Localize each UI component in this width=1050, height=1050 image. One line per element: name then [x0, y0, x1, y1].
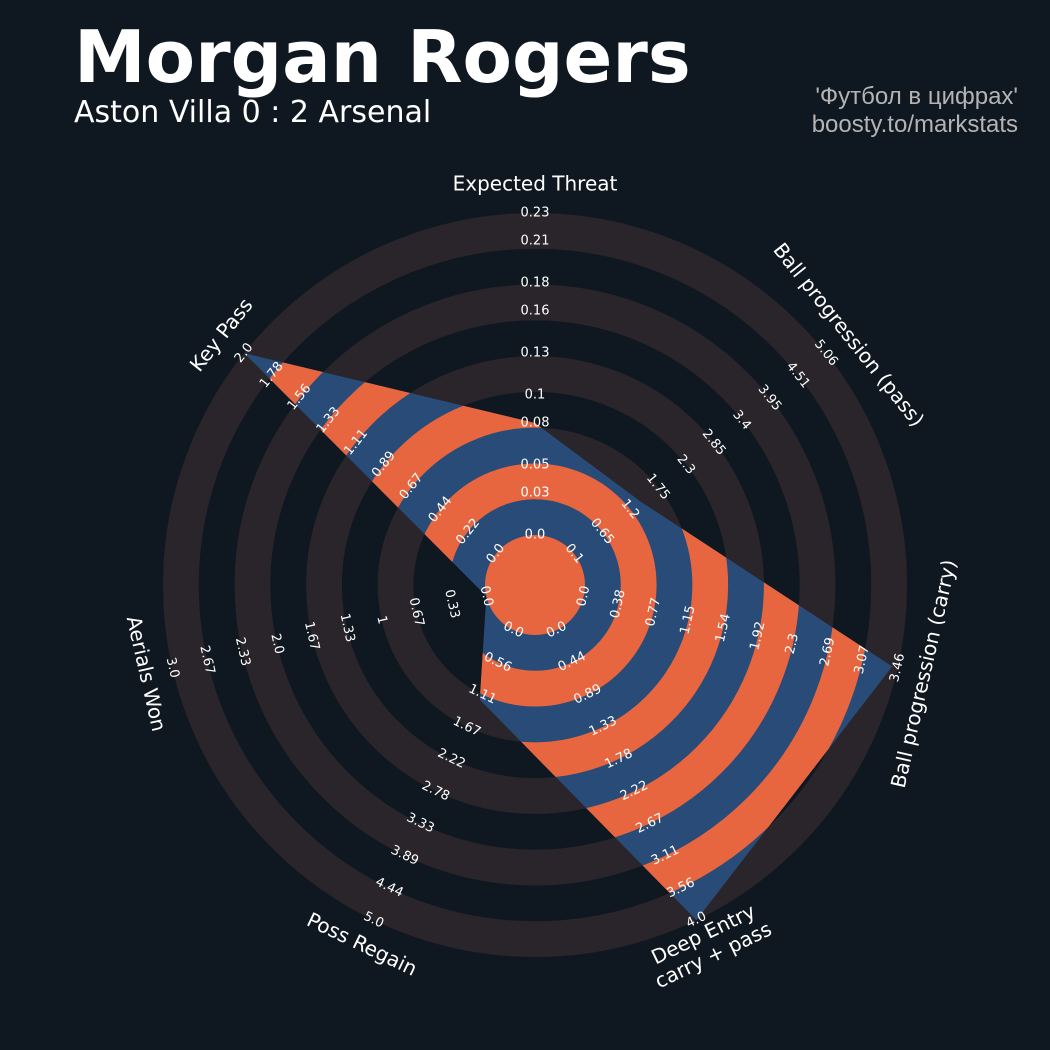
tick-label: 0.03: [521, 486, 550, 501]
tick-label: 2.3: [783, 632, 802, 656]
tick-label: 1.33: [337, 612, 358, 644]
param-label: Expected Threat: [453, 172, 618, 196]
tick-label: 0.16: [521, 304, 550, 319]
tick-label: 0.13: [521, 346, 550, 361]
tick-label: 0.33: [441, 588, 462, 620]
tick-label: 2.33: [232, 636, 253, 668]
tick-label: 2.69: [817, 636, 838, 668]
tick-label: 3.07: [852, 644, 873, 676]
tick-label: 0.38: [608, 588, 629, 620]
radar-area: [244, 353, 893, 921]
tick-label: 1.92: [747, 620, 768, 652]
tick-label: 0.0: [525, 528, 546, 543]
tick-label: 1.15: [678, 604, 699, 636]
tick-label: 0.05: [521, 458, 550, 473]
background-ring: [162, 212, 908, 958]
tick-label: 0.08: [521, 416, 550, 431]
tick-label: 0.21: [521, 234, 550, 249]
tick-label: 0.0: [477, 584, 496, 608]
tick-label: 1: [373, 614, 389, 625]
tick-label: 1.54: [713, 612, 734, 644]
tick-label: 3.46: [887, 652, 908, 684]
tick-label: 0.1: [525, 388, 546, 403]
tick-label: 2.0: [267, 632, 286, 656]
credit: boosty.to/markstats: [812, 111, 1018, 138]
tick-label: 0.18: [521, 276, 550, 291]
tick-label: 3.0: [163, 656, 182, 680]
center-circle: [485, 535, 585, 635]
chart-title: Morgan Rogers: [74, 15, 691, 99]
tick-label: 2.67: [196, 644, 217, 676]
tick-label: 0.77: [643, 596, 664, 628]
chart-subtitle: Aston Villa 0 : 2 Arsenal: [74, 95, 431, 130]
credit: 'Футбол в цифрах': [815, 83, 1018, 110]
tick-label: 0.0: [574, 584, 593, 608]
tick-label: 0.67: [406, 596, 427, 628]
tick-label: 1.67: [301, 620, 322, 652]
tick-label: 0.23: [521, 206, 550, 221]
background-ring: [234, 284, 836, 886]
